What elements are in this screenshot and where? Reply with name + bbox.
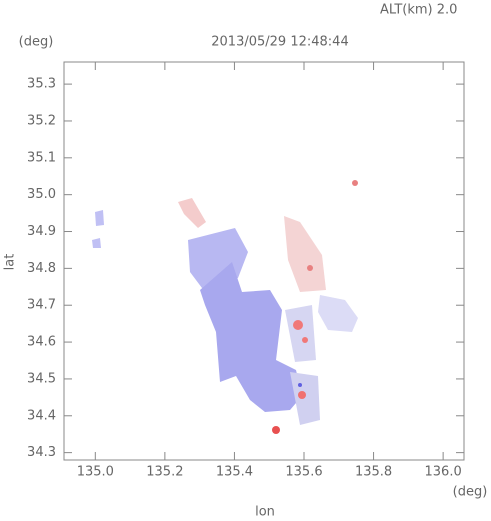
y-unit: (deg) — [19, 35, 54, 50]
x-tick-label: 136.0 — [425, 465, 462, 480]
y-tick-label: 34.3 — [27, 445, 56, 460]
x-tick-label: 135.4 — [216, 465, 253, 480]
echo-field — [92, 180, 358, 434]
y-tick-label: 35.1 — [27, 150, 56, 165]
y-tick-label: 35.2 — [27, 113, 56, 128]
y-tick-label: 35.0 — [27, 187, 56, 202]
y-tick-label: 34.8 — [27, 261, 56, 276]
x-tick-label: 135.6 — [285, 465, 322, 480]
x-tick-label: 135.2 — [146, 465, 183, 480]
y-tick-label: 34.4 — [27, 408, 56, 423]
y-tick-label: 34.6 — [27, 335, 56, 350]
x-tick-label: 135.0 — [77, 465, 114, 480]
y-tick-label: 35.3 — [27, 77, 56, 92]
chart-subtitle: ALT(km) 2.0 — [380, 3, 457, 18]
y-tick-label: 34.5 — [27, 371, 56, 386]
plot-frame — [63, 61, 465, 461]
x-axis-label: lon — [255, 505, 275, 520]
chart-title: 2013/05/29 12:48:44 — [211, 35, 348, 50]
y-tick-label: 34.7 — [27, 298, 56, 313]
y-axis-label: lat — [3, 254, 18, 271]
x-tick-label: 135.8 — [355, 465, 392, 480]
x-unit: (deg) — [453, 485, 488, 500]
y-tick-label: 34.9 — [27, 224, 56, 239]
